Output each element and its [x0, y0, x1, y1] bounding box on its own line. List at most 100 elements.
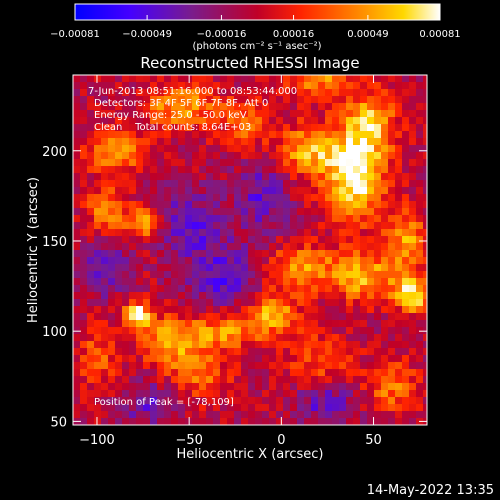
heatmap-cell: [192, 404, 200, 412]
heatmap-cell: [269, 201, 277, 209]
heatmap-cell: [290, 355, 298, 363]
heatmap-cell: [304, 131, 312, 139]
heatmap-cell: [185, 250, 193, 258]
heatmap-cell: [178, 341, 186, 349]
heatmap-cell: [241, 257, 249, 265]
heatmap-cell: [381, 341, 389, 349]
heatmap-cell: [402, 124, 410, 132]
heatmap-cell: [73, 306, 81, 314]
heatmap-cell: [416, 306, 424, 314]
heatmap-cell: [367, 278, 375, 286]
heatmap-cell: [255, 271, 263, 279]
heatmap-cell: [304, 117, 312, 125]
heatmap-cell: [262, 327, 270, 335]
heatmap-cell: [339, 369, 347, 377]
heatmap-cell: [220, 180, 228, 188]
y-tick-label: 100: [42, 325, 67, 340]
heatmap-cell: [80, 411, 88, 419]
heatmap-cell: [248, 397, 256, 405]
heatmap-cell: [367, 292, 375, 300]
heatmap-cell: [157, 152, 165, 160]
heatmap-cell: [346, 208, 354, 216]
heatmap-cell: [374, 187, 382, 195]
heatmap-cell: [227, 243, 235, 251]
heatmap-cell: [360, 299, 368, 307]
heatmap-cell: [304, 250, 312, 258]
heatmap-cell: [255, 369, 263, 377]
heatmap-cell: [157, 180, 165, 188]
heatmap-cell: [192, 397, 200, 405]
heatmap-cell: [241, 348, 249, 356]
heatmap-cell: [402, 166, 410, 174]
heatmap-cell: [409, 390, 417, 398]
heatmap-cell: [115, 89, 123, 97]
heatmap-cell: [80, 152, 88, 160]
heatmap-cell: [276, 194, 284, 202]
heatmap-cell: [178, 215, 186, 223]
heatmap-cell: [87, 278, 95, 286]
heatmap-cell: [185, 194, 193, 202]
heatmap-cell: [171, 222, 179, 230]
heatmap-cell: [192, 110, 200, 118]
heatmap-cell: [374, 264, 382, 272]
heatmap-cell: [185, 313, 193, 321]
heatmap-cell: [136, 362, 144, 370]
heatmap-cell: [136, 369, 144, 377]
heatmap-cell: [346, 89, 354, 97]
heatmap-cell: [395, 82, 403, 90]
heatmap-cell: [318, 180, 326, 188]
heatmap-cell: [185, 327, 193, 335]
heatmap-cell: [416, 194, 424, 202]
heatmap-cell: [150, 376, 158, 384]
heatmap-cell: [150, 341, 158, 349]
heatmap-cell: [234, 159, 242, 167]
heatmap-cell: [423, 89, 428, 97]
heatmap-cell: [171, 383, 179, 391]
heatmap-cell: [360, 110, 368, 118]
heatmap-cell: [122, 404, 130, 412]
heatmap-cell: [381, 103, 389, 111]
heatmap-cell: [276, 362, 284, 370]
heatmap-cell: [213, 264, 221, 272]
heatmap-cell: [157, 313, 165, 321]
heatmap-cell: [409, 278, 417, 286]
heatmap-cell: [178, 411, 186, 419]
heatmap-cell: [129, 348, 137, 356]
heatmap-cell: [227, 131, 235, 139]
heatmap-cell: [185, 173, 193, 181]
heatmap-cell: [248, 215, 256, 223]
heatmap-cell: [332, 159, 340, 167]
heatmap-cell: [248, 222, 256, 230]
heatmap-cell: [80, 327, 88, 335]
heatmap-cell: [353, 348, 361, 356]
heatmap-cell: [388, 215, 396, 223]
heatmap-cell: [122, 222, 130, 230]
heatmap-cell: [360, 271, 368, 279]
heatmap-cell: [171, 292, 179, 300]
heatmap-cell: [143, 110, 151, 118]
heatmap-cell: [297, 236, 305, 244]
heatmap-cell: [290, 411, 298, 419]
heatmap-cell: [304, 271, 312, 279]
heatmap-cell: [332, 173, 340, 181]
heatmap-cell: [346, 334, 354, 342]
heatmap-cell: [290, 208, 298, 216]
heatmap-cell: [423, 348, 428, 356]
heatmap-cell: [101, 152, 109, 160]
heatmap-cell: [80, 250, 88, 258]
heatmap-cell: [115, 208, 123, 216]
heatmap-cell: [206, 257, 214, 265]
heatmap-cell: [381, 299, 389, 307]
heatmap-cell: [178, 236, 186, 244]
heatmap-cell: [87, 362, 95, 370]
heatmap-cell: [157, 355, 165, 363]
heatmap-cell: [220, 215, 228, 223]
heatmap-cell: [304, 166, 312, 174]
heatmap-cell: [143, 376, 151, 384]
heatmap-cell: [262, 82, 270, 90]
heatmap-cell: [122, 96, 130, 104]
heatmap-cell: [318, 75, 326, 83]
heatmap-cell: [129, 355, 137, 363]
heatmap-cell: [101, 257, 109, 265]
heatmap-cell: [171, 362, 179, 370]
